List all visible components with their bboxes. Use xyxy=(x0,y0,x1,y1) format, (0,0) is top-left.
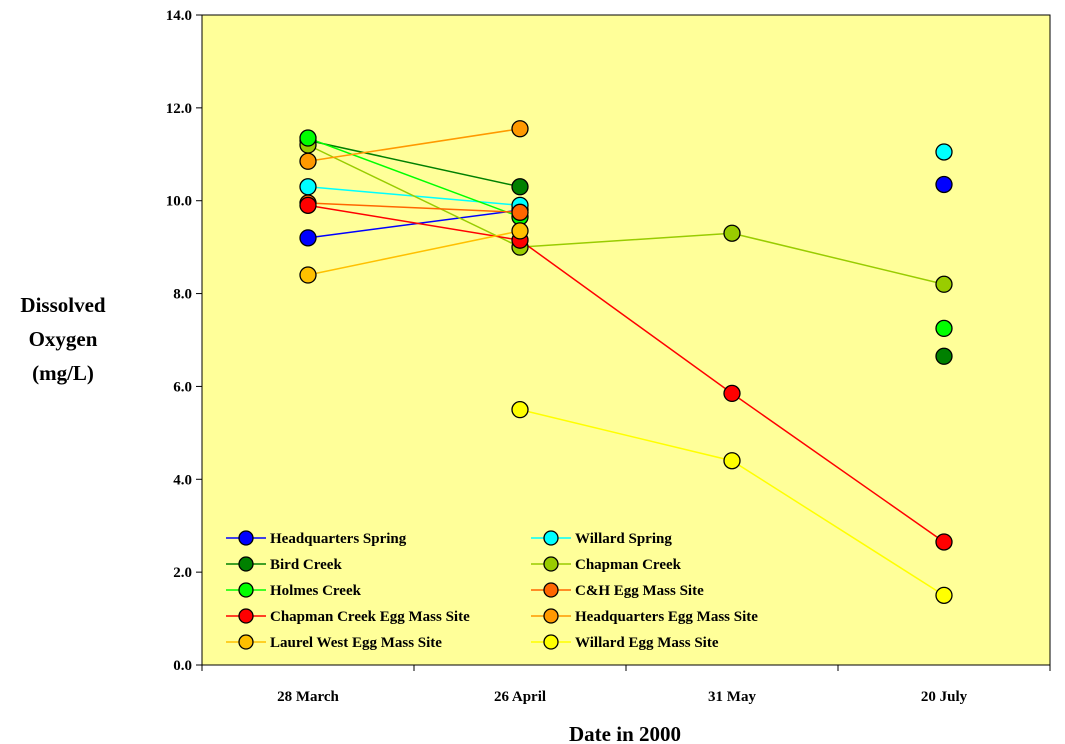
y-axis-title-line: (mg/L) xyxy=(32,361,94,385)
data-point-willard-egg-mass-site xyxy=(511,400,529,419)
data-point-chapman-creek-egg-mass-site xyxy=(299,196,317,215)
legend-label: Willard Egg Mass Site xyxy=(575,635,719,651)
plot-area xyxy=(201,14,1051,666)
y-axis-title-line: Oxygen xyxy=(29,327,98,351)
data-point-chapman-creek xyxy=(935,275,953,293)
legend-label: Chapman Creek xyxy=(575,557,682,573)
y-tick-label: 2.0 xyxy=(173,565,192,581)
data-point-bird-creek xyxy=(935,347,953,365)
legend-label: Chapman Creek Egg Mass Site xyxy=(270,609,470,625)
data-point-bird-creek xyxy=(511,178,529,196)
data-point-willard-egg-mass-site xyxy=(723,452,741,470)
series-line-headquarters-egg-mass-site xyxy=(307,128,521,162)
data-point-headquarters-spring xyxy=(935,175,953,194)
data-point-headquarters-egg-mass-site xyxy=(299,152,317,170)
legend-marker xyxy=(543,582,559,598)
legend-marker xyxy=(543,634,559,650)
legend-label: Bird Creek xyxy=(270,557,342,573)
y-tick-label: 10.0 xyxy=(166,194,192,210)
data-point-willard-spring xyxy=(935,143,953,161)
data-point-headquarters-egg-mass-site xyxy=(511,120,529,138)
y-tick-label: 12.0 xyxy=(166,101,192,117)
legend-marker xyxy=(238,582,254,598)
legend-marker xyxy=(543,608,559,624)
x-tick-label: 20 July xyxy=(921,689,968,705)
data-point-holmes-creek xyxy=(299,129,317,147)
data-point-laurel-west-egg-mass-site xyxy=(299,266,317,284)
data-point-laurel-west-egg-mass-site xyxy=(511,222,529,240)
data-point-willard-egg-mass-site xyxy=(935,586,953,605)
data-point-holmes-creek xyxy=(935,319,953,338)
x-tick-label: 28 March xyxy=(277,689,339,705)
y-tick-label: 0.0 xyxy=(173,658,192,674)
series-line-candh-egg-mass-site xyxy=(307,202,521,214)
series-line-laurel-west-egg-mass-site xyxy=(307,230,521,276)
x-axis-title: Date in 2000 xyxy=(569,722,681,744)
series-points xyxy=(299,120,953,605)
y-tick-label: 8.0 xyxy=(173,287,192,303)
y-tick-label: 4.0 xyxy=(173,472,192,488)
data-point-chapman-creek-egg-mass-site xyxy=(935,533,953,551)
data-point-willard-spring xyxy=(299,178,317,196)
legend-label: Holmes Creek xyxy=(270,583,362,599)
legend: Headquarters Spring Willard Spring Bird Cr… xyxy=(226,530,758,651)
legend-marker xyxy=(238,634,254,650)
data-point-chapman-creek xyxy=(723,224,741,242)
axes: 0.0 2.0 4.0 6.0 8.0 10.0 12.0 14.0 28 March 26 Ap… xyxy=(166,8,1051,705)
legend-label: Headquarters Spring xyxy=(270,531,407,547)
y-axis-title-line: Dissolved xyxy=(20,293,106,317)
data-point-chapman-creek-egg-mass-site xyxy=(723,384,741,403)
legend-marker xyxy=(238,530,254,546)
legend-label: Willard Spring xyxy=(575,531,672,547)
x-tick-label: 26 April xyxy=(494,689,546,705)
series-line-chapman-creek xyxy=(307,144,945,286)
data-point-headquarters-spring xyxy=(299,229,317,247)
legend-label: Headquarters Egg Mass Site xyxy=(575,609,758,625)
data-point-candh-egg-mass-site xyxy=(511,203,529,221)
y-tick-label: 6.0 xyxy=(173,379,192,395)
y-tick-label: 14.0 xyxy=(166,8,192,24)
legend-label: Laurel West Egg Mass Site xyxy=(270,635,442,651)
y-axis-title: Dissolved Oxygen (mg/L) xyxy=(20,293,106,385)
legend-marker xyxy=(238,556,254,572)
legend-marker xyxy=(543,530,559,546)
series-line-chapman-creek-egg-mass-site xyxy=(307,204,945,543)
legend-label: C&H Egg Mass Site xyxy=(575,583,704,599)
legend-marker xyxy=(543,556,559,572)
legend-marker xyxy=(238,608,254,624)
x-tick-label: 31 May xyxy=(708,689,756,705)
